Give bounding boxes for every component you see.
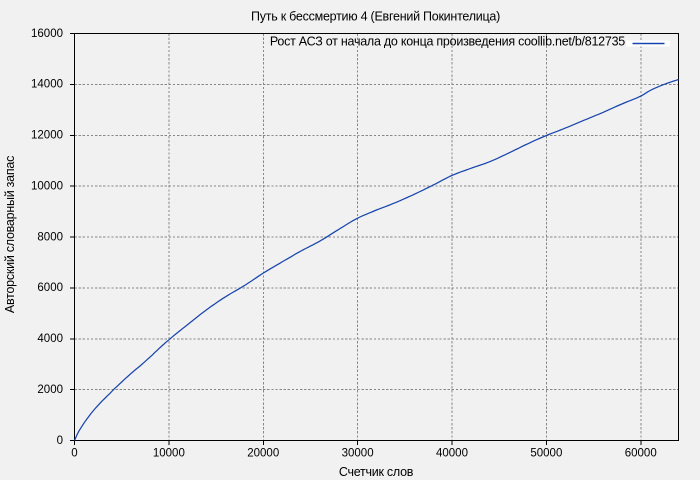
svg-text:Рост АСЗ от начала до конца пр: Рост АСЗ от начала до конца произведения…	[270, 35, 625, 49]
svg-text:8000: 8000	[37, 231, 63, 243]
svg-text:4000: 4000	[37, 333, 63, 345]
svg-text:2000: 2000	[37, 384, 63, 396]
svg-text:50000: 50000	[530, 448, 562, 460]
svg-text:12000: 12000	[31, 130, 63, 142]
svg-text:60000: 60000	[625, 448, 657, 460]
svg-text:0: 0	[57, 435, 63, 447]
svg-text:Авторский словарный запас: Авторский словарный запас	[3, 156, 17, 313]
svg-text:10000: 10000	[153, 448, 185, 460]
svg-text:6000: 6000	[37, 282, 63, 294]
svg-text:Счетчик слов: Счетчик слов	[339, 465, 414, 479]
svg-text:0: 0	[71, 448, 77, 460]
svg-text:10000: 10000	[31, 180, 63, 192]
svg-text:20000: 20000	[247, 448, 279, 460]
svg-text:16000: 16000	[31, 28, 63, 40]
svg-text:40000: 40000	[436, 448, 468, 460]
svg-text:30000: 30000	[342, 448, 374, 460]
svg-text:14000: 14000	[31, 79, 63, 91]
svg-text:Путь к бессмертию 4 (Евгений П: Путь к бессмертию 4 (Евгений Покинтелица…	[251, 10, 500, 24]
